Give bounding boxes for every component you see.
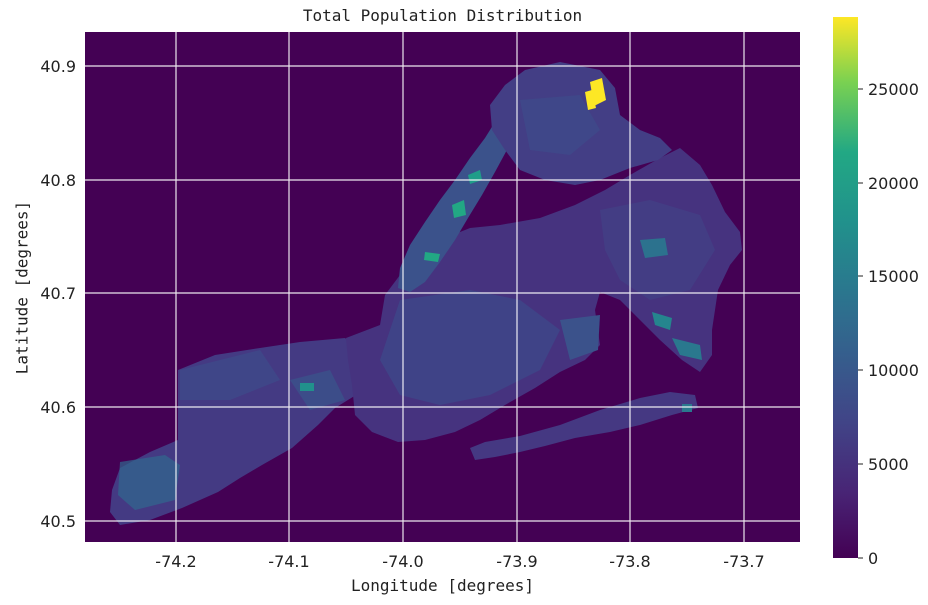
x-tick: -73.9	[496, 552, 537, 571]
x-tick: -74.2	[155, 552, 196, 571]
colorbar	[833, 17, 858, 558]
boroughs-layer	[110, 62, 742, 525]
colorbar-tick-label: 5000	[868, 455, 909, 474]
colorbar-tick-label: 25000	[868, 80, 919, 99]
colorbar-tick-label: 15000	[868, 267, 919, 286]
colorbar-tick-label: 10000	[868, 361, 919, 380]
x-tick: -74.0	[382, 552, 423, 571]
colorbar-tick-label: 20000	[868, 174, 919, 193]
x-tick: -73.7	[723, 552, 764, 571]
y-tick: 40.8	[40, 171, 76, 190]
map-grid	[85, 32, 800, 542]
colorbar-ticks	[858, 88, 863, 559]
x-tick: -74.1	[268, 552, 309, 571]
y-ticks: 40.9 40.8 40.7 40.6 40.5	[40, 57, 76, 531]
x-tick: -73.8	[609, 552, 650, 571]
y-tick: 40.7	[40, 284, 76, 303]
region-manhattan	[398, 112, 515, 292]
x-ticks: -74.2 -74.1 -74.0 -73.9 -73.8 -73.7	[155, 552, 764, 571]
colorbar-tick-label: 0	[868, 549, 878, 568]
y-axis-label: Latitude [degrees]	[12, 200, 32, 375]
y-tick: 40.5	[40, 512, 76, 531]
region-rockaway	[470, 392, 698, 460]
map-title: Total Population Distribution	[302, 6, 583, 25]
y-tick: 40.6	[40, 398, 76, 417]
x-axis-label: Longitude [degrees]	[350, 576, 535, 595]
colorbar-labels: 0 5000 10000 15000 20000 25000	[868, 80, 919, 568]
y-tick: 40.9	[40, 57, 76, 76]
